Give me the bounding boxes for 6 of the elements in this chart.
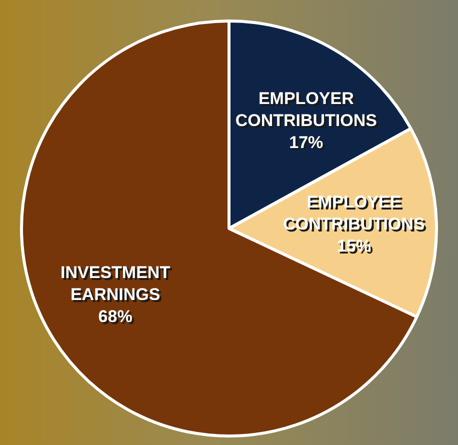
data-label: 17% xyxy=(291,135,326,154)
slice-label: EMPLOYER CONTRIBUTIONS xyxy=(237,89,379,132)
slice-label: EMPLOYEE CONTRIBUTIONS xyxy=(285,192,427,236)
slice-label: INVESTMENT EARNINGS xyxy=(60,262,171,306)
data-label: 15% xyxy=(338,238,373,258)
data-label: 68% xyxy=(100,308,134,328)
